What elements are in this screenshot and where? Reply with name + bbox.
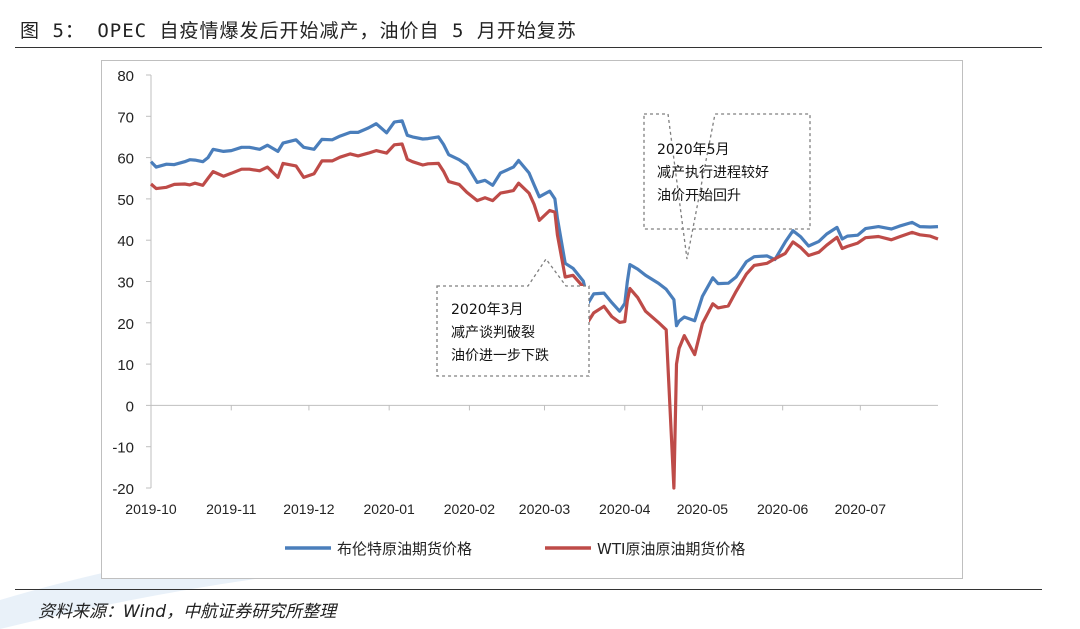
y-tick-label: 50 [117, 192, 134, 209]
series-layer [149, 119, 939, 490]
march-callout-box [436, 257, 590, 377]
brent-price-line [149, 119, 939, 328]
x-tick-label: 2020-02 [444, 501, 496, 517]
y-tick-label: 10 [117, 357, 134, 374]
y-axis: 80 70 60 50 40 30 20 10 0 -10 -20 [112, 68, 152, 498]
x-tick-label: 2019-12 [283, 501, 335, 517]
x-tick-label: 2020-01 [363, 501, 415, 517]
legend-label-brent: 布伦特原油期货价格 [337, 540, 472, 558]
y-tick-label: 80 [117, 68, 134, 85]
legend-label-wti: WTI原油原油期货价格 [597, 540, 745, 558]
y-tick-label: 30 [117, 275, 134, 292]
x-tick-label: 2020-07 [835, 501, 887, 517]
x-tick-label: 2020-06 [757, 501, 809, 517]
y-tick-label: 20 [117, 316, 134, 333]
figure-title: 图 5： OPEC 自疫情爆发后开始减产，油价自 5 月开始复苏 [20, 20, 577, 42]
y-tick-label: 0 [126, 398, 134, 415]
callout-text: 减产执行进程较好 [657, 165, 769, 181]
callout-text: 油价进一步下跌 [451, 348, 549, 364]
y-tick-label: 40 [117, 233, 134, 250]
wti-price-line [149, 142, 939, 490]
callout-text: 2020年3月 [451, 302, 524, 318]
x-axis: 2019-10 2019-11 2019-12 2020-01 2020-02 2020-… [125, 404, 938, 517]
legend: 布伦特原油期货价格 WTI原油原油期货价格 [285, 540, 745, 558]
may-callout-box [643, 113, 811, 260]
top-rule [15, 47, 1042, 48]
x-tick-label: 2019-11 [206, 501, 257, 517]
y-tick-label: -10 [112, 440, 134, 457]
x-tick-label: 2019-10 [125, 501, 177, 517]
x-tick-label: 2020-05 [677, 501, 729, 517]
y-tick-label: 70 [117, 109, 134, 126]
y-tick-label: -20 [112, 481, 134, 498]
y-tick-label: 60 [117, 151, 134, 168]
bottom-rule [15, 589, 1042, 590]
callout-text: 减产谈判破裂 [451, 325, 535, 341]
callout-text: 2020年5月 [657, 142, 730, 158]
x-tick-label: 2020-04 [599, 501, 651, 517]
source-note: 资料来源：Wind，中航证券研究所整理 [38, 602, 337, 622]
x-tick-label: 2020-03 [519, 501, 571, 517]
callout-text: 油价开始回升 [657, 188, 741, 204]
